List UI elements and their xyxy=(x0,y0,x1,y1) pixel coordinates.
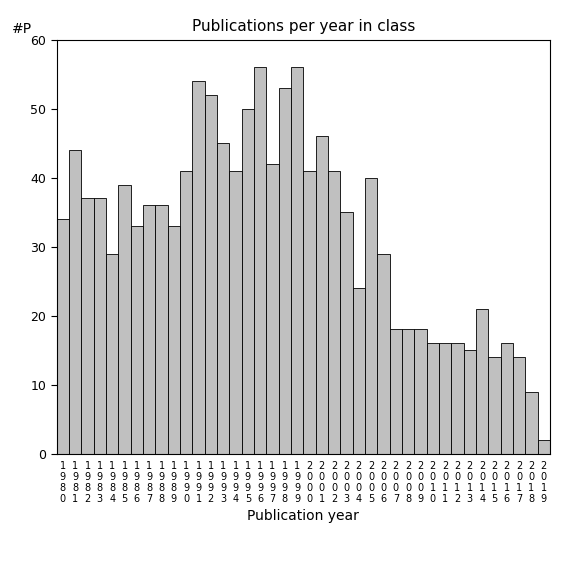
Bar xyxy=(131,226,143,454)
Bar xyxy=(476,308,488,454)
Bar xyxy=(414,329,427,454)
Bar xyxy=(303,171,316,454)
Bar xyxy=(464,350,476,454)
Bar xyxy=(439,343,451,454)
Title: Publications per year in class: Publications per year in class xyxy=(192,19,415,35)
Bar xyxy=(168,226,180,454)
Bar xyxy=(119,185,131,454)
Bar xyxy=(217,143,230,454)
Bar xyxy=(291,67,303,454)
Bar xyxy=(242,109,254,454)
Bar xyxy=(340,212,353,454)
Bar xyxy=(155,205,168,454)
Bar xyxy=(353,288,365,454)
Bar xyxy=(106,253,119,454)
Bar xyxy=(427,343,439,454)
Bar xyxy=(390,329,402,454)
Bar xyxy=(538,440,550,454)
Bar xyxy=(82,198,94,454)
Bar xyxy=(513,357,526,454)
Y-axis label: #P: #P xyxy=(12,22,32,36)
Bar xyxy=(69,150,82,454)
Bar xyxy=(205,95,217,454)
Bar xyxy=(525,391,538,454)
Bar xyxy=(279,88,291,454)
Bar xyxy=(501,343,513,454)
Bar xyxy=(143,205,155,454)
Bar xyxy=(180,171,192,454)
Bar xyxy=(402,329,414,454)
Bar xyxy=(378,253,390,454)
Bar xyxy=(328,171,340,454)
Bar xyxy=(365,177,378,454)
Bar xyxy=(254,67,266,454)
Bar xyxy=(192,81,205,454)
Bar xyxy=(266,164,278,454)
Bar xyxy=(451,343,464,454)
Bar xyxy=(488,357,501,454)
Bar xyxy=(230,171,242,454)
Bar xyxy=(57,219,69,454)
Bar xyxy=(94,198,106,454)
Bar xyxy=(316,136,328,454)
X-axis label: Publication year: Publication year xyxy=(247,509,359,523)
